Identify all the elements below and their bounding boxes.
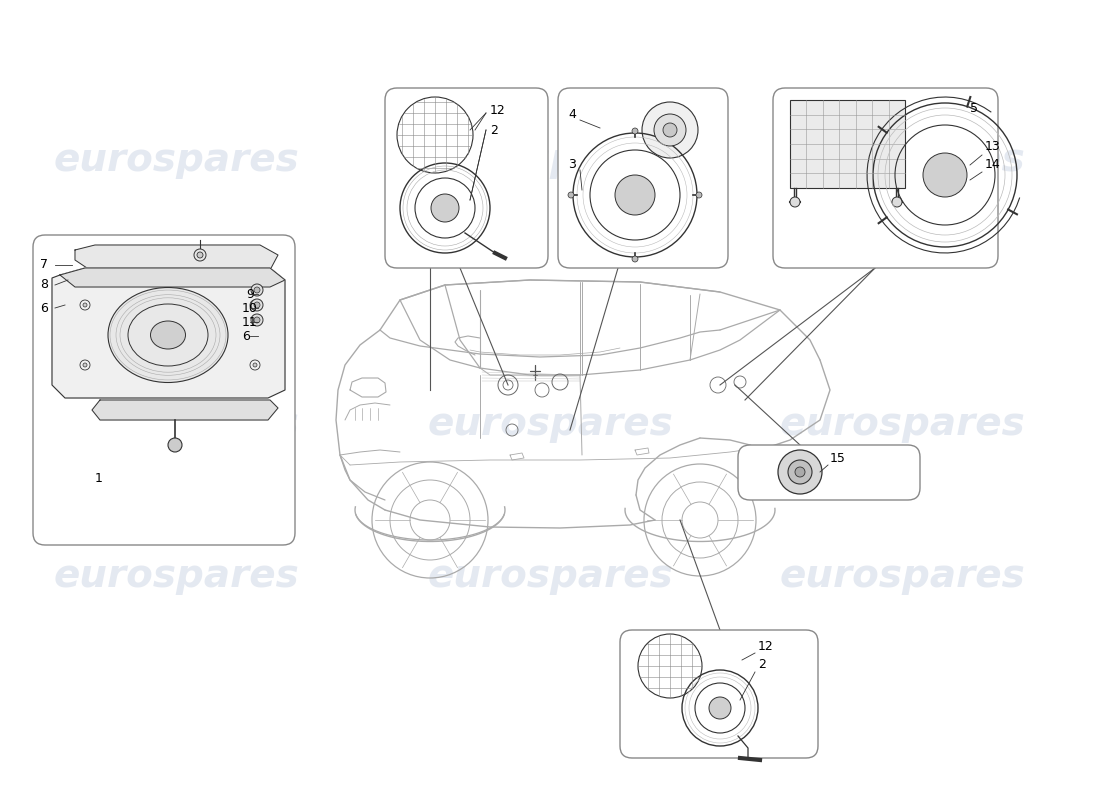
Text: 14: 14 xyxy=(984,158,1001,171)
Text: 4: 4 xyxy=(568,108,576,121)
Text: 1: 1 xyxy=(95,471,103,485)
Polygon shape xyxy=(60,268,285,287)
Circle shape xyxy=(168,438,182,452)
Polygon shape xyxy=(92,400,278,420)
Bar xyxy=(790,100,905,188)
Circle shape xyxy=(197,252,204,258)
Circle shape xyxy=(632,256,638,262)
Text: eurospares: eurospares xyxy=(53,405,299,443)
Text: 6: 6 xyxy=(242,330,250,342)
Text: 10: 10 xyxy=(242,302,257,314)
Circle shape xyxy=(642,102,698,158)
Circle shape xyxy=(615,175,654,215)
Text: 5: 5 xyxy=(970,102,978,115)
Text: eurospares: eurospares xyxy=(427,557,673,595)
Circle shape xyxy=(431,194,459,222)
Circle shape xyxy=(710,697,732,719)
Circle shape xyxy=(253,363,257,367)
Text: 2: 2 xyxy=(758,658,766,671)
Text: 13: 13 xyxy=(984,140,1001,153)
FancyBboxPatch shape xyxy=(558,88,728,268)
Circle shape xyxy=(568,192,574,198)
FancyBboxPatch shape xyxy=(620,630,818,758)
Circle shape xyxy=(82,363,87,367)
Ellipse shape xyxy=(108,287,228,382)
Text: 2: 2 xyxy=(490,123,498,137)
Circle shape xyxy=(696,192,702,198)
Circle shape xyxy=(632,128,638,134)
Text: eurospares: eurospares xyxy=(427,405,673,443)
Circle shape xyxy=(82,303,87,307)
Text: 3: 3 xyxy=(568,158,576,171)
Text: 9: 9 xyxy=(246,287,254,301)
Circle shape xyxy=(795,467,805,477)
Text: 6: 6 xyxy=(40,302,48,314)
Circle shape xyxy=(254,317,260,323)
Circle shape xyxy=(923,153,967,197)
Polygon shape xyxy=(75,245,278,270)
Circle shape xyxy=(788,460,812,484)
Circle shape xyxy=(778,450,822,494)
FancyBboxPatch shape xyxy=(33,235,295,545)
Circle shape xyxy=(253,303,257,307)
Circle shape xyxy=(251,284,263,296)
Circle shape xyxy=(254,302,260,308)
Circle shape xyxy=(254,287,260,293)
FancyBboxPatch shape xyxy=(738,445,920,500)
Text: eurospares: eurospares xyxy=(779,557,1025,595)
Text: 15: 15 xyxy=(830,452,846,465)
Text: 12: 12 xyxy=(758,640,773,653)
FancyBboxPatch shape xyxy=(385,88,548,268)
Circle shape xyxy=(790,197,800,207)
Circle shape xyxy=(892,197,902,207)
Text: eurospares: eurospares xyxy=(779,405,1025,443)
Circle shape xyxy=(251,299,263,311)
Text: eurospares: eurospares xyxy=(779,141,1025,179)
FancyBboxPatch shape xyxy=(773,88,998,268)
Text: 7: 7 xyxy=(40,258,48,271)
Circle shape xyxy=(251,314,263,326)
Text: eurospares: eurospares xyxy=(53,141,299,179)
Text: 8: 8 xyxy=(40,278,48,291)
Polygon shape xyxy=(52,268,285,398)
Text: 11: 11 xyxy=(242,315,257,329)
Text: eurospares: eurospares xyxy=(53,557,299,595)
Text: 12: 12 xyxy=(490,103,506,117)
Text: eurospares: eurospares xyxy=(427,141,673,179)
Circle shape xyxy=(654,114,686,146)
Circle shape xyxy=(663,123,676,137)
Ellipse shape xyxy=(151,321,186,349)
